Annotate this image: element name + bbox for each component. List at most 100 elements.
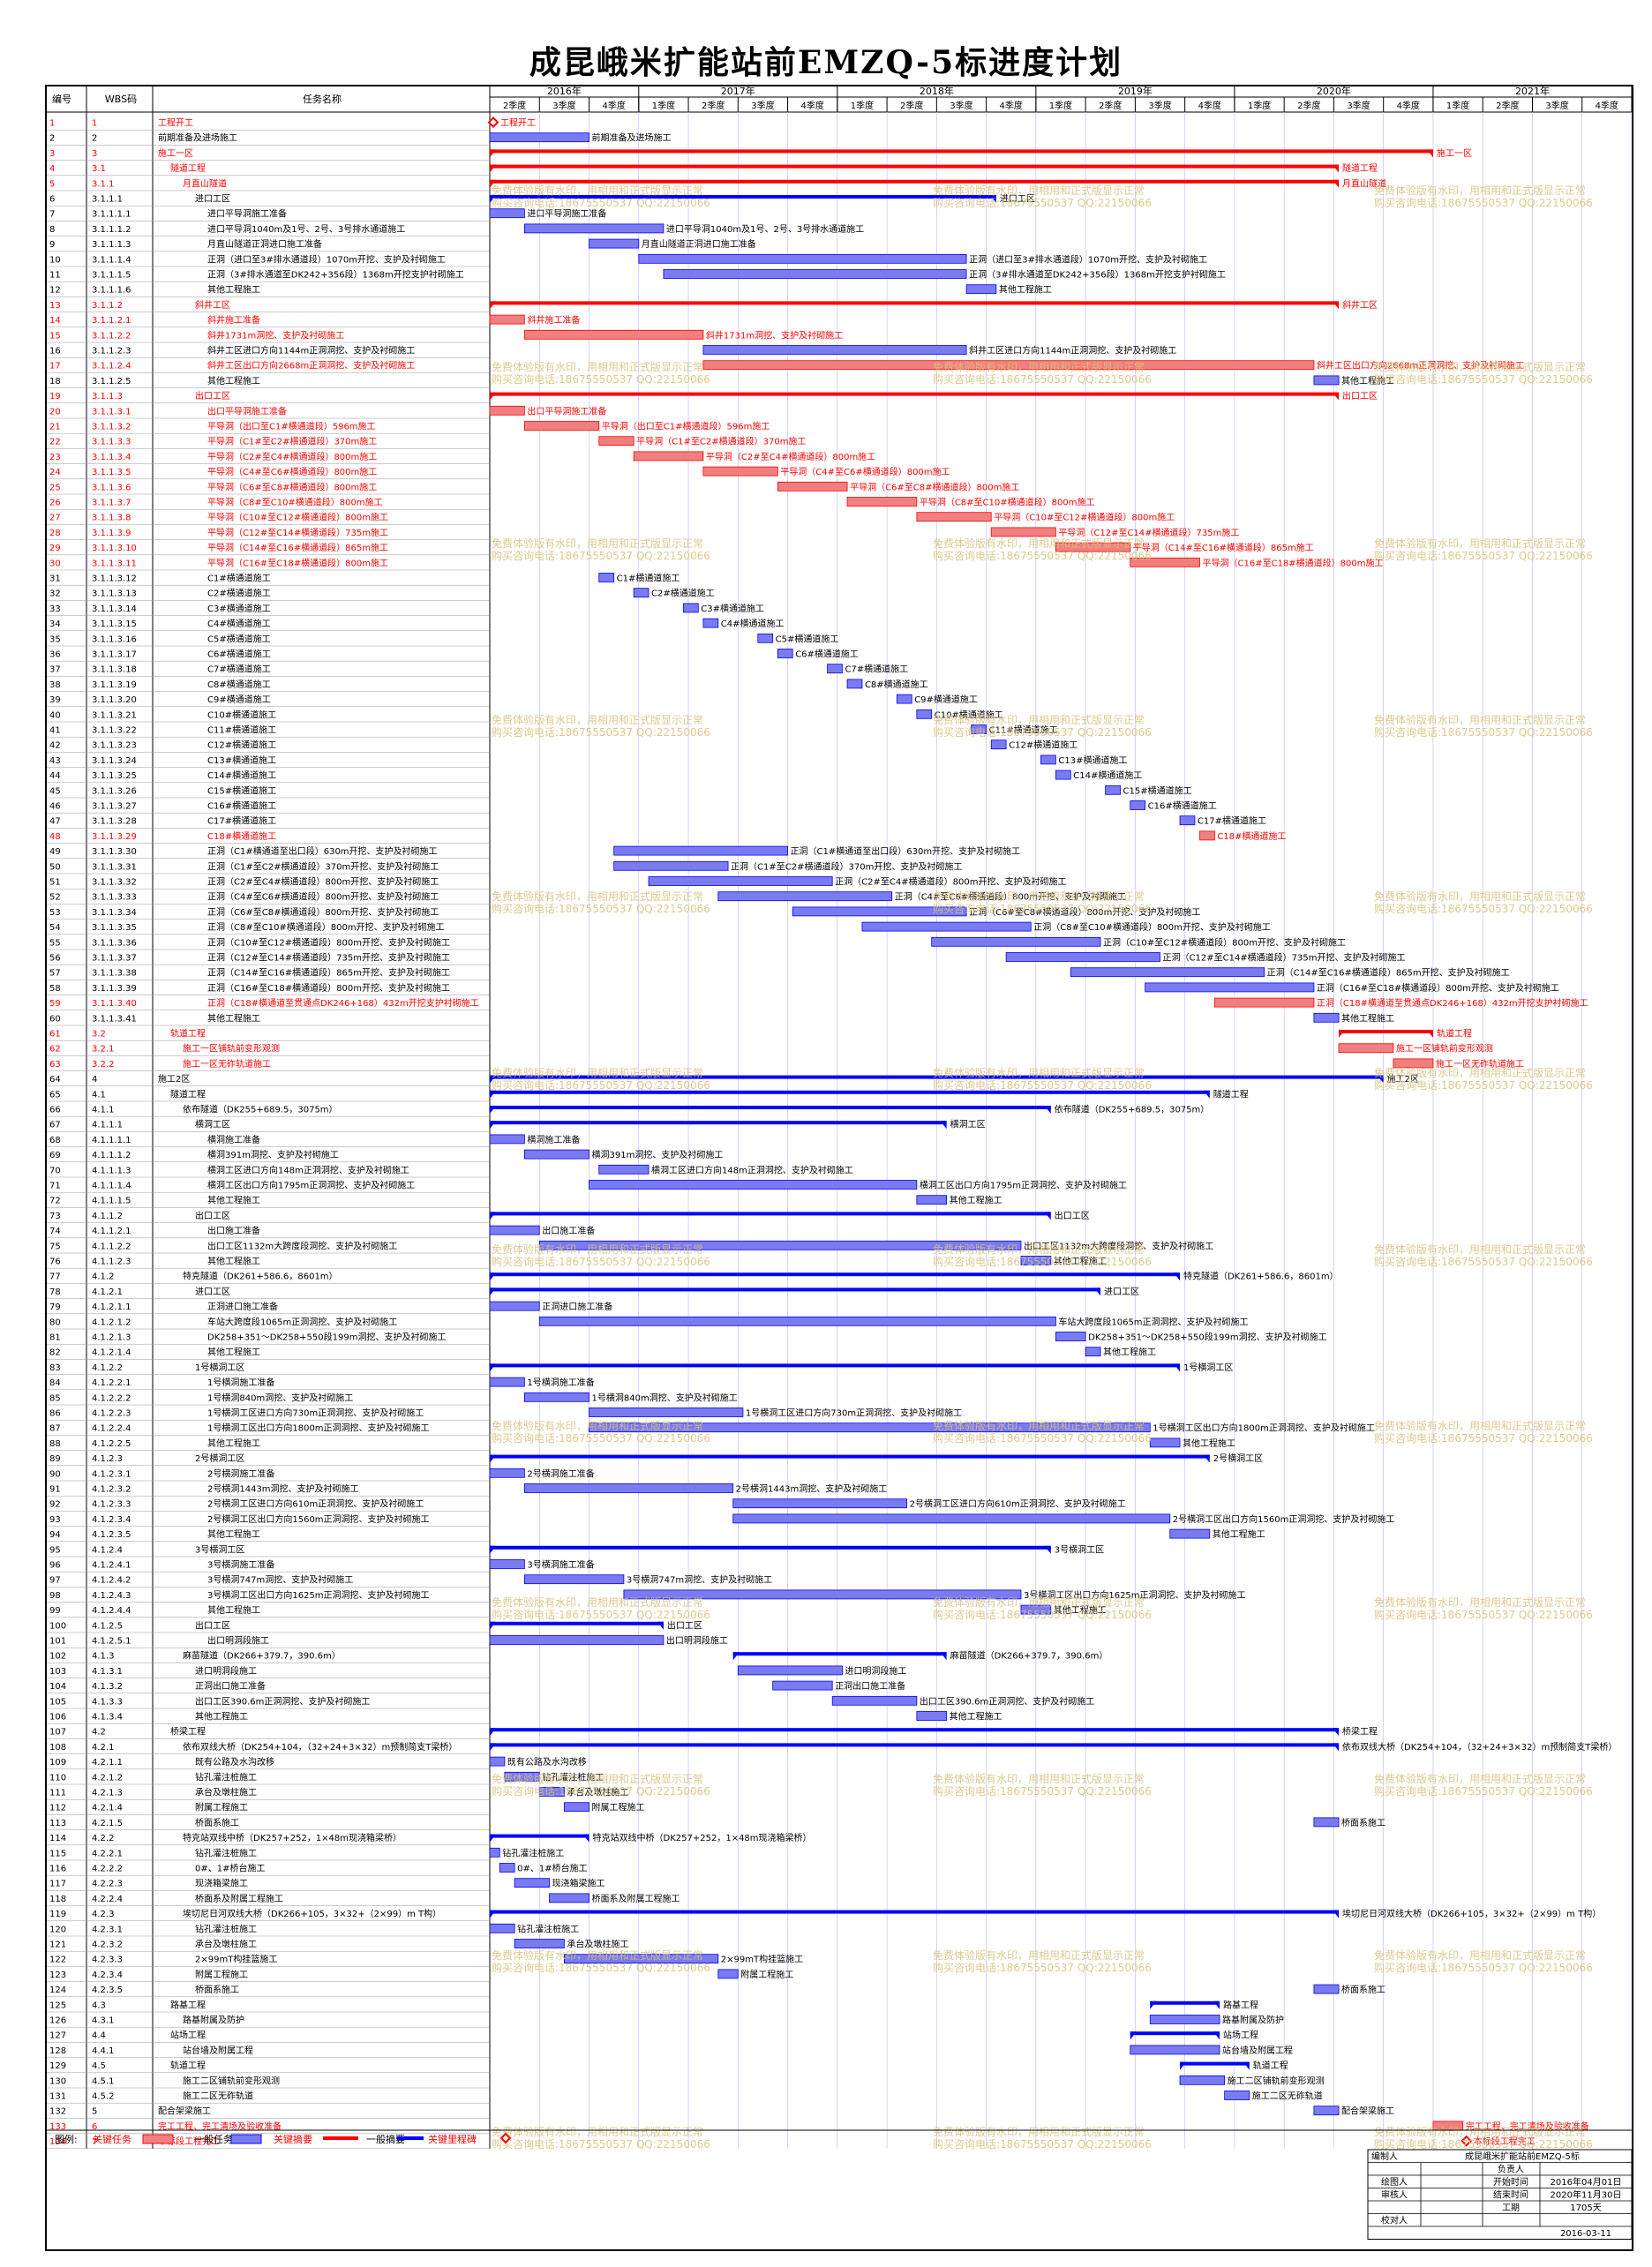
task-name: 施工一区 — [158, 147, 193, 159]
row-wbs: 3 — [92, 149, 97, 159]
bar-label: 其他工程施工 — [1103, 1347, 1156, 1358]
task-name: 2号横洞工区出口方向1560m正洞洞挖、支护及衬砌施工 — [207, 1513, 430, 1525]
row-wbs: 4.1.2.2 — [92, 1363, 123, 1373]
legend-label: 关键摘要 — [274, 2133, 312, 2145]
row-wbs: 3.1.1.3.15 — [92, 619, 137, 629]
bar-label: C18#横通道施工 — [1217, 830, 1286, 842]
watermark-text: 免费体验版有水印，用相用和正式版显示正常 — [492, 1242, 703, 1256]
row-number: 116 — [49, 1865, 66, 1874]
row-number: 65 — [49, 1090, 61, 1100]
task-name: 正洞（C16#至C18#横通道段）800m开挖、支护及衬砌施工 — [207, 982, 450, 994]
row-number: 37 — [49, 665, 61, 675]
summary-cap-start — [490, 1090, 496, 1099]
row-wbs: 4.1.2.4 — [92, 1545, 123, 1555]
task-bar — [1055, 1332, 1086, 1341]
task-name: 轨道工程 — [170, 2060, 206, 2071]
summary-bar — [490, 1121, 947, 1125]
row-wbs: 4.2.1 — [92, 1743, 114, 1753]
row-number: 88 — [49, 1439, 61, 1449]
row-wbs: 3.1.1.1.3 — [92, 240, 131, 250]
task-bar — [1055, 769, 1071, 780]
row-number: 106 — [49, 1713, 66, 1723]
bar-label: C13#横通道施工 — [1058, 754, 1127, 766]
bar-label: 横洞工区 — [950, 1119, 986, 1130]
summary-cap-end — [1333, 1728, 1340, 1737]
bar-label: 平导洞（出口至C1#横通道段）596m施工 — [602, 421, 770, 432]
legend-title: 图例: — [55, 2133, 78, 2145]
bar-label: 出口施工准备 — [542, 1225, 595, 1236]
summary-cap-start — [490, 149, 496, 158]
row-number: 9 — [49, 240, 55, 250]
summary-cap-end — [1333, 1743, 1340, 1752]
summary-cap-start — [490, 1545, 496, 1554]
row-wbs: 4.1.2.3.3 — [92, 1500, 131, 1510]
task-name: 出口明洞段施工 — [207, 1635, 269, 1647]
task-bar — [1169, 1528, 1211, 1539]
bar-label: 进口明洞段施工 — [845, 1665, 906, 1677]
bar-label: 钻孔灌注桩施工 — [517, 1923, 579, 1934]
bar-label: 进口平导洞1040m及1号、2号、3号排水通道施工 — [666, 223, 864, 235]
legend-swatch-normal-summary — [397, 2136, 424, 2140]
task-bar — [538, 1240, 1022, 1250]
summary-cap-end — [1094, 1287, 1101, 1296]
bar-label: 其他工程施工 — [1054, 1256, 1107, 1267]
row-wbs: 3.1.1.3.5 — [92, 468, 131, 477]
legend-swatch-critical-summary — [323, 2136, 358, 2140]
info-date: 2016-03-11 — [1560, 2229, 1611, 2239]
bar-label: 3号横洞747m洞挖、支护及衬砌施工 — [627, 1574, 772, 1586]
row-number: 29 — [49, 544, 61, 553]
row-wbs: 3.1.1.3.10 — [92, 544, 137, 553]
summary-bar — [490, 1106, 1051, 1109]
row-wbs: 4.1.1.1.4 — [92, 1182, 131, 1191]
task-name: C6#横通道施工 — [207, 649, 271, 660]
task-name: 斜井施工准备 — [207, 314, 260, 326]
task-name: 2号横洞施工准备 — [207, 1468, 274, 1479]
bar-label: 平导洞（C8#至C10#横通道段）800m施工 — [920, 497, 1095, 508]
bar-label: 轨道工程 — [1437, 1028, 1472, 1040]
task-name: 出口工区390.6m正洞洞挖、支护及衬砌施工 — [195, 1695, 370, 1707]
row-wbs: 3.1.1.3.19 — [92, 680, 137, 690]
bar-label: 特克站双线中桥（DK257+252，1×48m现浇箱梁桥） — [593, 1832, 812, 1843]
task-bar — [489, 1225, 540, 1235]
watermark-text: 购买咨询电话:18675550537 QQ:22150066 — [933, 1784, 1152, 1798]
task-bar — [777, 481, 848, 492]
task-bar — [523, 1483, 734, 1493]
task-name: 平导洞（C2#至C4#横通道段）800m施工 — [207, 451, 377, 462]
task-name: 1号横洞840m洞挖、支护及衬砌施工 — [207, 1392, 353, 1403]
task-bar — [613, 860, 729, 871]
row-wbs: 3.1.1.1 — [92, 195, 123, 205]
row-number: 58 — [49, 984, 61, 994]
row-wbs: 3.2 — [92, 1030, 106, 1040]
row-number: 13 — [49, 301, 61, 311]
row-wbs: 3.1.1.3.20 — [92, 695, 137, 705]
task-name: 出口施工准备 — [207, 1225, 260, 1236]
task-bar — [489, 1923, 515, 1933]
bar-label: C15#横通道施工 — [1123, 784, 1192, 796]
watermark-text: 购买咨询电话:18675550537 QQ:22150066 — [1374, 2137, 1593, 2151]
row-wbs: 4.1.2.5.1 — [92, 1637, 131, 1647]
task-bar — [489, 314, 525, 325]
task-name: 隧道工程 — [170, 162, 206, 174]
bar-label: C1#横通道施工 — [617, 573, 680, 584]
bar-label: 轨道工程 — [1253, 2060, 1288, 2071]
quarter-label: 4季度 — [602, 100, 625, 111]
row-number: 23 — [49, 453, 61, 462]
bar-label: 正洞出口施工准备 — [835, 1680, 905, 1692]
row-number: 48 — [49, 832, 61, 842]
row-wbs: 4.5 — [92, 2061, 106, 2071]
task-name: 横洞工区出口方向1795m正洞洞挖、支护及衬砌施工 — [207, 1180, 415, 1191]
summary-cap-end — [1044, 1106, 1051, 1114]
task-name: 1号横洞工区进口方向730m正洞洞挖、支护及衬砌施工 — [207, 1407, 424, 1419]
watermark-text: 免费体验版有水印，用相用和正式版显示正常 — [933, 360, 1145, 373]
watermark-text: 免费体验版有水印，用相用和正式版显示正常 — [933, 1948, 1145, 1962]
row-number: 79 — [49, 1302, 61, 1312]
task-name: 出口工区 — [195, 390, 230, 402]
summary-cap-start — [490, 301, 496, 310]
watermark-text: 购买咨询电话:18675550537 QQ:22150066 — [1374, 1255, 1593, 1268]
task-name: 施工二区铺轨前变形观测 — [183, 2075, 280, 2086]
summary-bar — [490, 1090, 1210, 1094]
row-number: 4 — [49, 164, 55, 174]
task-name: 桥梁工程 — [170, 1726, 206, 1738]
row-number: 121 — [49, 1940, 66, 1950]
